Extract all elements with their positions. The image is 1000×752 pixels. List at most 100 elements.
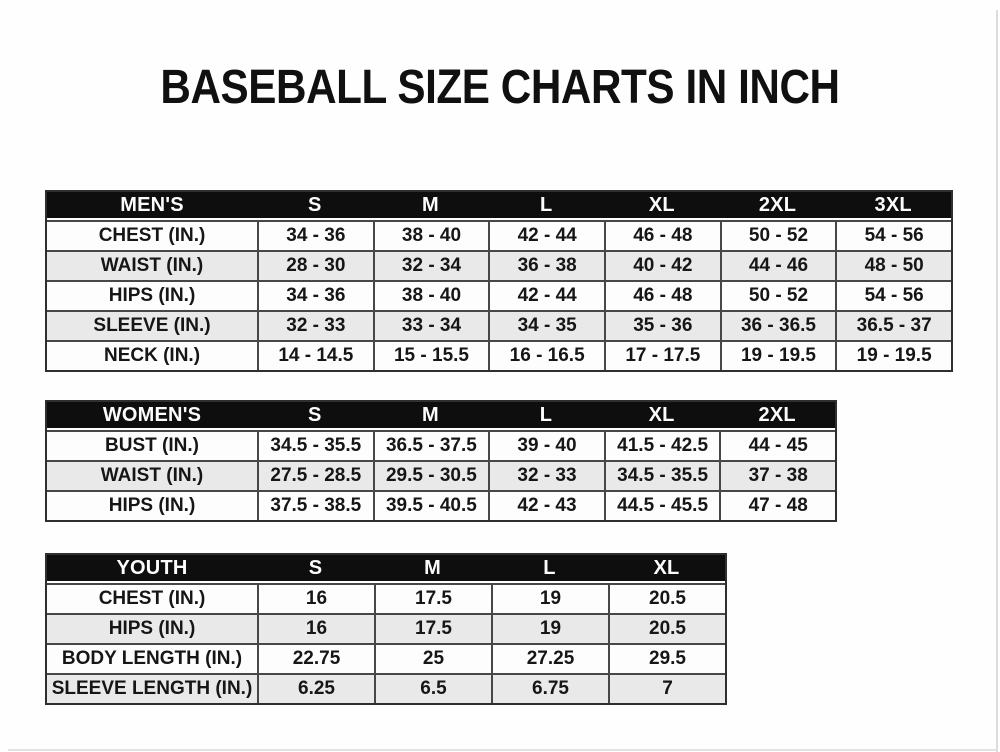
size-value-cell: 17.5 bbox=[376, 585, 491, 613]
size-column-header: XL bbox=[653, 556, 680, 579]
table-group-label: WOMEN'S bbox=[102, 403, 202, 426]
size-column-header: XL bbox=[648, 403, 675, 426]
photo-edge-line bbox=[996, 10, 998, 752]
size-value-cell: 32 - 34 bbox=[374, 252, 489, 280]
row-label: CHEST (IN.) bbox=[47, 222, 257, 250]
table-group-label: YOUTH bbox=[116, 556, 188, 579]
size-column-header: M bbox=[421, 403, 439, 426]
size-value-cell: 6.75 bbox=[493, 675, 608, 703]
size-value-cell: 19 - 19.5 bbox=[721, 342, 836, 370]
size-value-cell: 33 - 34 bbox=[374, 312, 489, 340]
size-value-cell: 7 bbox=[610, 675, 725, 703]
size-value-cell: 50 - 52 bbox=[721, 282, 836, 310]
size-value-cell: 42 - 44 bbox=[490, 282, 604, 310]
size-value-cell: 38 - 40 bbox=[374, 282, 489, 310]
size-value-cell: 19 bbox=[493, 615, 608, 643]
page-title: BASEBALL SIZE CHARTS IN INCH bbox=[160, 61, 840, 114]
size-value-cell: 54 - 56 bbox=[837, 222, 951, 250]
size-column-header: 2XL bbox=[758, 193, 797, 216]
size-value-cell: 44 - 45 bbox=[721, 432, 835, 460]
size-value-cell: 34.5 - 35.5 bbox=[259, 432, 373, 460]
size-value-cell: 34 - 35 bbox=[490, 312, 604, 340]
size-value-cell: 16 - 16.5 bbox=[490, 342, 604, 370]
size-value-cell: 28 - 30 bbox=[259, 252, 373, 280]
row-label: SLEEVE LENGTH (IN.) bbox=[47, 675, 257, 703]
womens-size-table: WOMEN'S S M L XL 2XL BUST (IN.) 34.5 - 35.5 36.… bbox=[45, 400, 837, 522]
mens-table-body: CHEST (IN.) 34 - 36 38 - 40 42 - 44 46 - 48 5… bbox=[47, 220, 951, 370]
size-value-cell: 17 - 17.5 bbox=[605, 342, 720, 370]
size-column-header: S bbox=[308, 403, 322, 426]
size-column-header: L bbox=[539, 403, 553, 426]
size-value-cell: 54 - 56 bbox=[837, 282, 951, 310]
size-value-cell: 50 - 52 bbox=[721, 222, 836, 250]
size-value-cell: 39.5 - 40.5 bbox=[374, 492, 489, 520]
size-value-cell: 37.5 - 38.5 bbox=[259, 492, 373, 520]
size-value-cell: 14 - 14.5 bbox=[259, 342, 373, 370]
size-value-cell: 22.75 bbox=[259, 645, 374, 673]
size-value-cell: 34 - 36 bbox=[259, 222, 373, 250]
size-value-cell: 47 - 48 bbox=[721, 492, 835, 520]
row-label: NECK (IN.) bbox=[47, 342, 257, 370]
size-value-cell: 37 - 38 bbox=[721, 462, 835, 490]
size-value-cell: 44 - 46 bbox=[721, 252, 836, 280]
row-label: BODY LENGTH (IN.) bbox=[47, 645, 257, 673]
size-value-cell: 32 - 33 bbox=[259, 312, 373, 340]
size-value-cell: 36 - 36.5 bbox=[721, 312, 836, 340]
size-value-cell: 46 - 48 bbox=[605, 222, 720, 250]
size-value-cell: 6.25 bbox=[259, 675, 374, 703]
size-value-cell: 40 - 42 bbox=[605, 252, 720, 280]
size-value-cell: 16 bbox=[259, 615, 374, 643]
size-value-cell: 36 - 38 bbox=[490, 252, 604, 280]
size-value-cell: 15 - 15.5 bbox=[374, 342, 489, 370]
mens-size-table: MEN'S S M L XL 2XL 3XL CHEST (IN.) 34 - 36 38 - … bbox=[45, 190, 953, 372]
size-value-cell: 29.5 - 30.5 bbox=[374, 462, 489, 490]
size-value-cell: 19 - 19.5 bbox=[837, 342, 951, 370]
size-column-header: M bbox=[422, 193, 439, 216]
size-value-cell: 36.5 - 37 bbox=[837, 312, 951, 340]
size-value-cell: 27.5 - 28.5 bbox=[259, 462, 373, 490]
size-value-cell: 44.5 - 45.5 bbox=[605, 492, 720, 520]
size-value-cell: 48 - 50 bbox=[837, 252, 951, 280]
size-column-header: S bbox=[308, 193, 322, 216]
size-column-header: S bbox=[308, 556, 323, 579]
size-value-cell: 36.5 - 37.5 bbox=[374, 432, 489, 460]
size-column-header: XL bbox=[648, 193, 675, 216]
size-value-cell: 39 - 40 bbox=[490, 432, 604, 460]
size-column-header: L bbox=[539, 193, 553, 216]
size-value-cell: 27.25 bbox=[493, 645, 608, 673]
size-value-cell: 46 - 48 bbox=[605, 282, 720, 310]
mens-table-header-row: MEN'S S M L XL 2XL 3XL bbox=[47, 192, 951, 220]
youth-table-body: CHEST (IN.) 16 17.5 19 20.5 HIPS (IN.) 16 17.5 1… bbox=[47, 583, 725, 703]
row-label: HIPS (IN.) bbox=[47, 492, 257, 520]
size-value-cell: 32 - 33 bbox=[490, 462, 604, 490]
size-value-cell: 34 - 36 bbox=[259, 282, 373, 310]
size-value-cell: 34.5 - 35.5 bbox=[605, 462, 720, 490]
size-value-cell: 6.5 bbox=[376, 675, 491, 703]
size-value-cell: 20.5 bbox=[610, 585, 725, 613]
size-value-cell: 20.5 bbox=[610, 615, 725, 643]
youth-size-table: YOUTH S M L XL CHEST (IN.) 16 17.5 19 20.5 HIPS (… bbox=[45, 553, 727, 705]
size-value-cell: 29.5 bbox=[610, 645, 725, 673]
row-label: HIPS (IN.) bbox=[47, 282, 257, 310]
size-column-header: L bbox=[543, 556, 556, 579]
size-value-cell: 19 bbox=[493, 585, 608, 613]
row-label: HIPS (IN.) bbox=[47, 615, 257, 643]
youth-table-header-row: YOUTH S M L XL bbox=[47, 555, 725, 583]
size-value-cell: 42 - 44 bbox=[490, 222, 604, 250]
size-value-cell: 35 - 36 bbox=[605, 312, 720, 340]
row-label: WAIST (IN.) bbox=[47, 252, 257, 280]
size-value-cell: 41.5 - 42.5 bbox=[605, 432, 720, 460]
womens-table-header-row: WOMEN'S S M L XL 2XL bbox=[47, 402, 835, 430]
photo-edge-line bbox=[8, 749, 998, 751]
size-value-cell: 16 bbox=[259, 585, 374, 613]
row-label: SLEEVE (IN.) bbox=[47, 312, 257, 340]
size-value-cell: 42 - 43 bbox=[490, 492, 604, 520]
size-value-cell: 25 bbox=[376, 645, 491, 673]
size-column-header: M bbox=[424, 556, 441, 579]
row-label: BUST (IN.) bbox=[47, 432, 257, 460]
womens-table-body: BUST (IN.) 34.5 - 35.5 36.5 - 37.5 39 - 40 4… bbox=[47, 430, 835, 520]
table-group-label: MEN'S bbox=[120, 193, 184, 216]
size-value-cell: 38 - 40 bbox=[374, 222, 489, 250]
row-label: WAIST (IN.) bbox=[47, 462, 257, 490]
size-column-header: 2XL bbox=[758, 403, 796, 426]
